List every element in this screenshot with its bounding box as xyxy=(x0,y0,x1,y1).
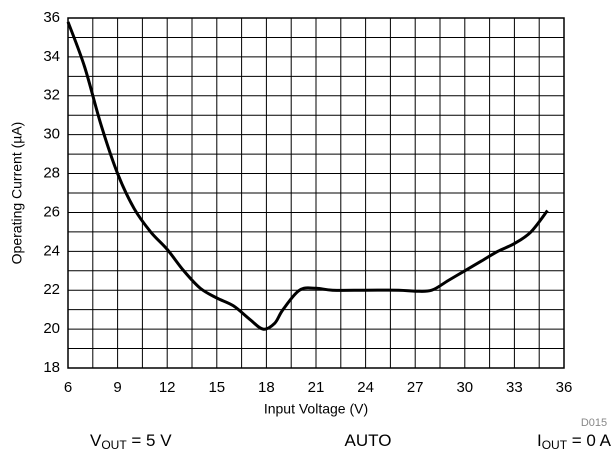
condition: AUTO xyxy=(345,431,392,450)
condition: IOUT = 0 A xyxy=(537,431,612,452)
x-tick-label: 12 xyxy=(159,379,176,396)
y-tick-label: 32 xyxy=(43,87,60,104)
y-tick-label: 24 xyxy=(43,242,60,259)
y-tick-label: 18 xyxy=(43,359,60,376)
y-tick-label: 30 xyxy=(43,126,60,143)
y-tick-label: 20 xyxy=(43,320,60,337)
figure-id: D015 xyxy=(581,417,607,429)
x-tick-label: 6 xyxy=(64,379,72,396)
x-tick-label: 21 xyxy=(308,379,325,396)
y-tick-label: 26 xyxy=(43,203,60,220)
x-tick-label: 36 xyxy=(556,379,573,396)
x-tick-label: 27 xyxy=(407,379,424,396)
x-axis-label: Input Voltage (V) xyxy=(264,401,368,417)
plot-frame xyxy=(67,17,565,369)
data-line xyxy=(66,21,549,331)
x-tick-label: 30 xyxy=(456,379,473,396)
y-tick-label: 34 xyxy=(43,48,60,65)
y-axis-label: Operating Current (µA) xyxy=(9,122,25,265)
y-tick-label: 28 xyxy=(43,165,60,182)
condition: VOUT = 5 V xyxy=(90,431,172,452)
x-tick-label: 33 xyxy=(506,379,523,396)
x-tick-label: 15 xyxy=(208,379,225,396)
x-tick-label: 9 xyxy=(113,379,121,396)
y-tick-label: 36 xyxy=(43,9,60,26)
x-tick-label: 24 xyxy=(357,379,374,396)
x-tick-label: 18 xyxy=(258,379,275,396)
y-tick-label: 22 xyxy=(43,281,60,298)
